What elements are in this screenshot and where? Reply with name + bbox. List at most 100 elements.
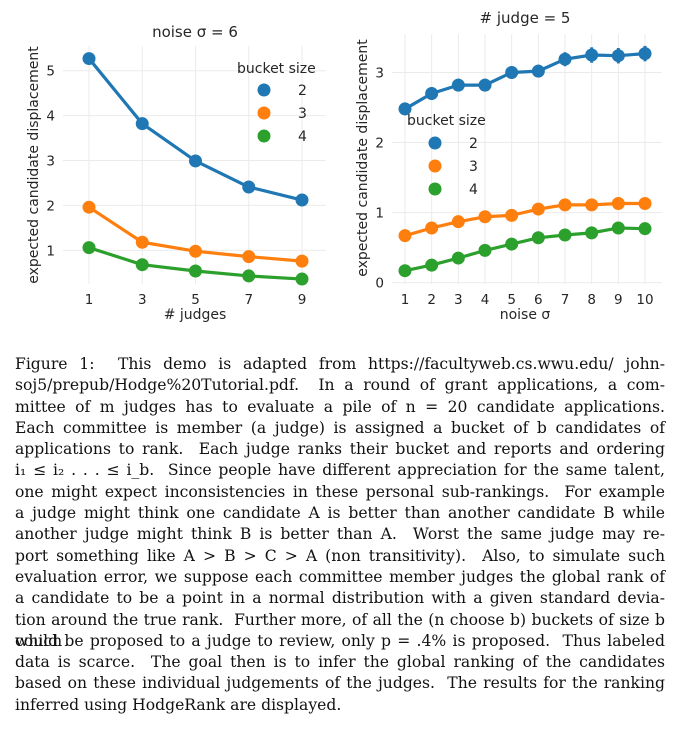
data-point-4 <box>189 264 202 278</box>
x-tick-label: 4 <box>481 292 490 308</box>
left-legend: bucket size 2 3 4 <box>237 61 316 145</box>
data-point-4 <box>242 269 256 283</box>
legend-label-4: 4 <box>469 182 478 198</box>
data-point-2 <box>531 64 545 78</box>
right-y-ticks: 0 1 2 3 <box>375 66 384 292</box>
y-tick-label: 3 <box>375 66 384 82</box>
y-tick-label: 2 <box>46 198 55 214</box>
caption-line: data is scarce. The goal then is to infe… <box>15 653 665 672</box>
data-point-2 <box>82 52 96 66</box>
y-tick-label: 3 <box>46 154 55 170</box>
y-tick-label: 1 <box>375 206 384 222</box>
right-panel: 1 2 3 4 5 6 7 8 9 10 0 1 2 3 # judge = 5 noise σ exp… <box>355 9 662 323</box>
data-point-2 <box>638 47 652 61</box>
data-point-3 <box>611 196 625 210</box>
data-point-4 <box>451 251 465 265</box>
legend-marker-2 <box>257 83 271 97</box>
data-point-3 <box>638 196 652 210</box>
data-point-4 <box>505 237 519 251</box>
legend-marker-3 <box>428 159 442 173</box>
data-point-2 <box>189 154 202 168</box>
left-x-ticks: 1 3 5 7 9 <box>85 292 307 308</box>
data-point-3 <box>505 208 519 222</box>
x-tick-label: 1 <box>401 292 410 308</box>
data-point-2 <box>451 78 465 92</box>
data-point-3 <box>398 229 412 243</box>
caption-line: port something like A > B > C > A (non t… <box>15 546 665 565</box>
data-point-4 <box>531 231 545 245</box>
legend-label-2: 2 <box>298 83 307 99</box>
right-plot-area <box>392 34 662 284</box>
right-y-axis-label: expected candidate displacement <box>355 39 371 277</box>
caption-line: i₁ ≤ i₂ . . . ≤ i_b. Since people have d… <box>15 461 665 480</box>
data-point-4 <box>82 241 96 255</box>
series-line-2 <box>404 52 646 111</box>
left-x-axis-label: # judges <box>164 307 227 323</box>
caption-line: tion around the true rank. Further more,… <box>15 610 670 650</box>
series-line-3 <box>404 201 645 238</box>
caption-line: could be proposed to a judge to review, … <box>15 631 665 650</box>
series-line-4 <box>404 226 646 273</box>
legend-marker-4 <box>428 182 442 196</box>
x-tick-label: 6 <box>534 292 543 308</box>
left-y-axis-label: expected candidate displacement <box>26 46 42 284</box>
data-point-3 <box>189 244 202 258</box>
x-tick-label: 2 <box>427 292 436 308</box>
caption-line: mittee of m judges has to evaluate a pil… <box>15 397 665 416</box>
right-legend-title: bucket size <box>407 113 486 129</box>
legend-label-3: 3 <box>298 106 307 122</box>
data-point-3 <box>585 198 599 212</box>
right-panel-title: # judge = 5 <box>480 9 571 27</box>
data-point-4 <box>558 228 572 242</box>
caption-line: Figure 1: This demo is adapted from http… <box>15 355 665 373</box>
x-tick-label: 5 <box>507 292 516 308</box>
x-tick-label: 3 <box>454 292 463 308</box>
caption-line: evaluation error, we suppose each commit… <box>15 567 665 586</box>
right-legend: bucket size 2 3 4 <box>407 113 486 198</box>
left-legend-title: bucket size <box>237 61 316 77</box>
right-x-ticks: 1 2 3 4 5 6 7 8 9 10 <box>401 292 654 308</box>
data-point-4 <box>611 221 625 235</box>
data-point-2 <box>611 49 625 63</box>
data-point-4 <box>585 226 599 240</box>
data-point-2 <box>585 48 599 62</box>
legend-marker-2 <box>428 136 442 150</box>
x-tick-label: 10 <box>636 292 653 308</box>
data-point-4 <box>638 222 652 236</box>
data-point-2 <box>295 193 309 207</box>
caption-line: Each committee is member (a judge) is as… <box>15 418 665 437</box>
caption-line: another judge might think B is better th… <box>15 525 665 544</box>
legend-label-3: 3 <box>469 159 478 175</box>
legend-marker-4 <box>257 129 271 143</box>
x-tick-label: 9 <box>614 292 623 308</box>
data-point-2 <box>398 102 412 116</box>
y-tick-label: 5 <box>46 64 55 80</box>
data-point-2 <box>505 66 519 80</box>
x-tick-label: 7 <box>244 292 253 308</box>
caption-line: based on these individual judgements of … <box>15 674 665 693</box>
data-point-3 <box>531 202 545 216</box>
right-series-group <box>398 45 652 278</box>
data-point-3 <box>558 198 572 212</box>
data-point-4 <box>398 264 412 278</box>
data-point-4 <box>135 258 149 272</box>
left-y-ticks: 1 2 3 4 5 <box>46 64 55 260</box>
data-point-3 <box>425 221 439 235</box>
x-tick-label: 9 <box>298 292 307 308</box>
legend-label-4: 4 <box>298 129 307 145</box>
caption-line: a candidate to be a point in a normal di… <box>15 589 665 608</box>
data-point-4 <box>425 258 439 272</box>
x-tick-label: 3 <box>138 292 147 308</box>
data-point-2 <box>558 52 572 66</box>
data-point-3 <box>82 200 96 214</box>
y-tick-label: 4 <box>46 109 55 125</box>
data-point-3 <box>478 210 492 224</box>
data-point-2 <box>425 87 439 101</box>
y-tick-label: 2 <box>375 136 384 152</box>
x-tick-label: 1 <box>85 292 94 308</box>
data-point-3 <box>242 250 256 264</box>
left-series-group <box>82 52 309 286</box>
data-point-2 <box>478 78 492 92</box>
y-tick-label: 0 <box>375 276 384 292</box>
caption-line: a judge might think one candidate A is b… <box>15 504 665 523</box>
